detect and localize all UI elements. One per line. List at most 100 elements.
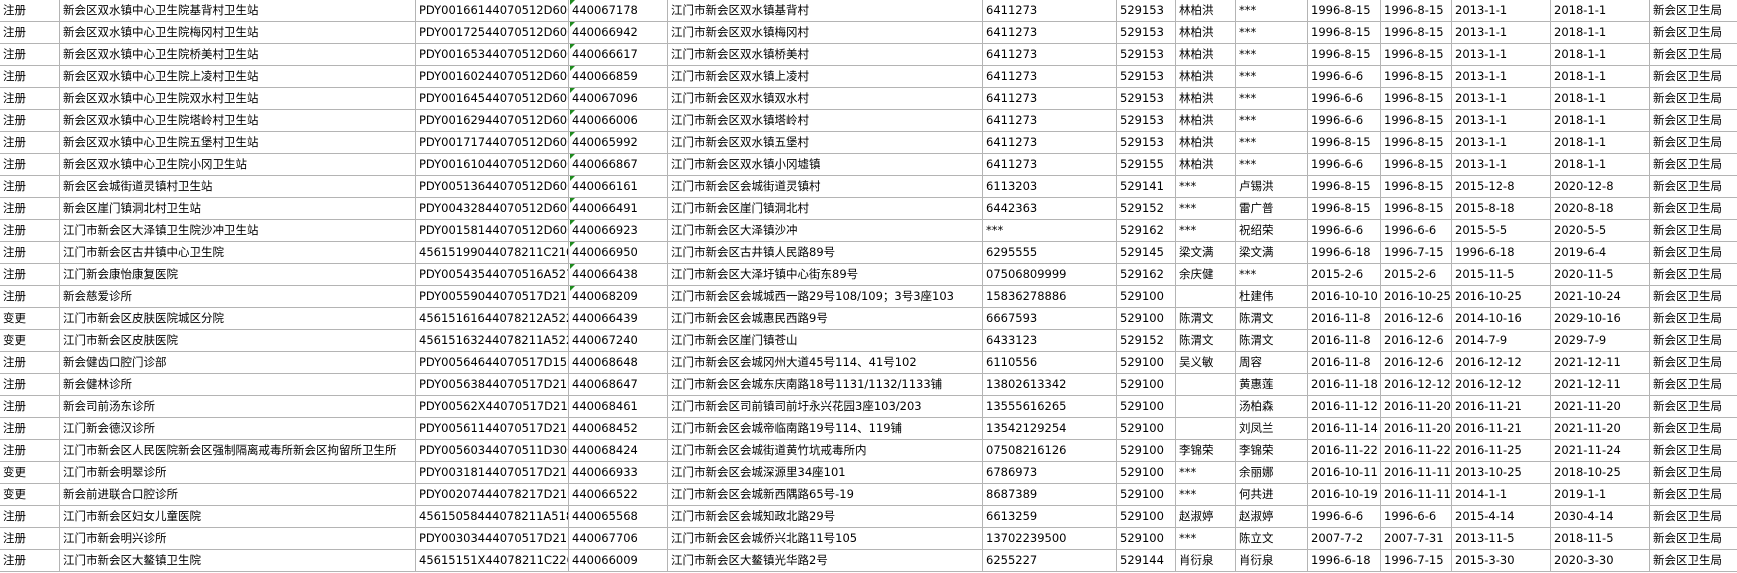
cell-change-type[interactable]: 注册 [0,242,60,263]
cell-legal-person[interactable]: *** [1176,198,1236,219]
cell-legal-person[interactable]: 陈渭文 [1176,330,1236,351]
cell-address[interactable]: 江门市新会区双水镇梅冈村 [668,22,983,43]
cell-valid-to[interactable]: 2021-12-11 [1551,352,1650,373]
cell-change-type[interactable]: 变更 [0,462,60,483]
cell-date-2[interactable]: 1996-7-15 [1381,242,1452,263]
cell-principal[interactable]: 陈渭文 [1236,308,1308,329]
cell-institution-name[interactable]: 江门市新会区大泽镇卫生院沙冲卫生站 [60,220,416,241]
cell-license-number[interactable]: 440068452 [569,418,668,439]
cell-issuing-authority[interactable]: 新会区卫生局 [1650,220,1737,241]
cell-valid-to[interactable]: 2019-1-1 [1551,484,1650,505]
cell-date-1[interactable]: 1996-8-15 [1308,22,1381,43]
cell-legal-person[interactable]: 林柏洪 [1176,0,1236,21]
cell-postal-code[interactable]: 529153 [1117,22,1176,43]
cell-issuing-authority[interactable]: 新会区卫生局 [1650,396,1737,417]
cell-issuing-authority[interactable]: 新会区卫生局 [1650,110,1737,131]
cell-date-2[interactable]: 1996-8-15 [1381,132,1452,153]
cell-registration-code[interactable]: 45615161644078212A5221 [416,308,569,329]
cell-date-2[interactable]: 1996-8-15 [1381,154,1452,175]
cell-institution-name[interactable]: 新会区双水镇中心卫生院小冈卫生站 [60,154,416,175]
cell-registration-code[interactable]: PDY00563844070517D2112 [416,374,569,395]
cell-change-type[interactable]: 变更 [0,308,60,329]
cell-change-type[interactable]: 注册 [0,154,60,175]
cell-address[interactable]: 江门市新会区双水镇五堡村 [668,132,983,153]
cell-address[interactable]: 江门市新会区大鳌镇光华路2号 [668,550,983,571]
cell-license-number[interactable]: 440067096 [569,88,668,109]
cell-registration-code[interactable]: PDY00318144070517D2112 [416,462,569,483]
cell-valid-to[interactable]: 2020-5-5 [1551,220,1650,241]
cell-phone[interactable]: 6433123 [983,330,1117,351]
cell-legal-person[interactable]: 林柏洪 [1176,154,1236,175]
cell-valid-from[interactable]: 2015-5-5 [1452,220,1551,241]
cell-address[interactable]: 江门市新会区会城街道黄竹坑戒毒所内 [668,440,983,461]
cell-institution-name[interactable]: 江门市新会区人民医院新会区强制隔离戒毒所新会区拘留所卫生所 [60,440,416,461]
cell-license-number[interactable]: 440068209 [569,286,668,307]
cell-postal-code[interactable]: 529100 [1117,484,1176,505]
cell-valid-to[interactable]: 2018-10-25 [1551,462,1650,483]
cell-license-number[interactable]: 440065992 [569,132,668,153]
cell-phone[interactable]: 6411273 [983,44,1117,65]
cell-legal-person[interactable]: 林柏洪 [1176,88,1236,109]
cell-address[interactable]: 江门市新会区会城惠民西路9号 [668,308,983,329]
cell-legal-person[interactable]: 赵淑婷 [1176,506,1236,527]
cell-issuing-authority[interactable]: 新会区卫生局 [1650,330,1737,351]
cell-postal-code[interactable]: 529100 [1117,462,1176,483]
cell-postal-code[interactable]: 529100 [1117,528,1176,549]
cell-date-1[interactable]: 1996-6-6 [1308,110,1381,131]
cell-principal[interactable]: 周容 [1236,352,1308,373]
cell-postal-code[interactable]: 529153 [1117,88,1176,109]
cell-registration-code[interactable]: PDY00207444078217D2152 [416,484,569,505]
cell-date-1[interactable]: 2016-11-8 [1308,308,1381,329]
cell-phone[interactable]: 13555616265 [983,396,1117,417]
cell-address[interactable]: 江门市新会区古井镇人民路89号 [668,242,983,263]
cell-change-type[interactable]: 注册 [0,0,60,21]
cell-address[interactable]: 江门市新会区双水镇桥美村 [668,44,983,65]
cell-postal-code[interactable]: 529152 [1117,198,1176,219]
cell-issuing-authority[interactable]: 新会区卫生局 [1650,66,1737,87]
cell-registration-code[interactable]: PDY00560344070511D3001 [416,440,569,461]
cell-date-2[interactable]: 1996-8-15 [1381,44,1452,65]
cell-change-type[interactable]: 注册 [0,418,60,439]
cell-postal-code[interactable]: 529153 [1117,132,1176,153]
cell-principal[interactable]: 黄惠莲 [1236,374,1308,395]
cell-date-1[interactable]: 1996-6-18 [1308,550,1381,571]
cell-issuing-authority[interactable]: 新会区卫生局 [1650,22,1737,43]
cell-phone[interactable]: 6786973 [983,462,1117,483]
cell-issuing-authority[interactable]: 新会区卫生局 [1650,0,1737,21]
cell-issuing-authority[interactable]: 新会区卫生局 [1650,286,1737,307]
cell-legal-person[interactable] [1176,396,1236,417]
cell-issuing-authority[interactable]: 新会区卫生局 [1650,88,1737,109]
cell-change-type[interactable]: 注册 [0,110,60,131]
cell-change-type[interactable]: 变更 [0,484,60,505]
cell-license-number[interactable]: 440066006 [569,110,668,131]
cell-valid-to[interactable]: 2018-1-1 [1551,22,1650,43]
cell-phone[interactable]: 6667593 [983,308,1117,329]
cell-change-type[interactable]: 注册 [0,264,60,285]
cell-change-type[interactable]: 注册 [0,66,60,87]
cell-license-number[interactable]: 440066491 [569,198,668,219]
cell-valid-from[interactable]: 2013-1-1 [1452,154,1551,175]
cell-license-number[interactable]: 440066933 [569,462,668,483]
cell-issuing-authority[interactable]: 新会区卫生局 [1650,176,1737,197]
cell-date-2[interactable]: 2015-2-6 [1381,264,1452,285]
cell-license-number[interactable]: 440066439 [569,308,668,329]
cell-date-2[interactable]: 1996-8-15 [1381,110,1452,131]
cell-change-type[interactable]: 注册 [0,506,60,527]
cell-date-1[interactable]: 1996-6-6 [1308,506,1381,527]
cell-institution-name[interactable]: 新会区双水镇中心卫生院基背村卫生站 [60,0,416,21]
cell-institution-name[interactable]: 江门市新会区大鳌镇卫生院 [60,550,416,571]
cell-valid-from[interactable]: 2016-11-21 [1452,418,1551,439]
cell-address[interactable]: 江门市新会区会城深源里34座101 [668,462,983,483]
cell-valid-from[interactable]: 2013-1-1 [1452,0,1551,21]
cell-postal-code[interactable]: 529162 [1117,220,1176,241]
cell-change-type[interactable]: 注册 [0,440,60,461]
cell-valid-from[interactable]: 2013-11-5 [1452,528,1551,549]
cell-postal-code[interactable]: 529145 [1117,242,1176,263]
cell-valid-to[interactable]: 2029-7-9 [1551,330,1650,351]
cell-institution-name[interactable]: 江门市新会区古井镇中心卫生院 [60,242,416,263]
cell-registration-code[interactable]: PDY00165344070512D6001 [416,44,569,65]
cell-license-number[interactable]: 440066942 [569,22,668,43]
cell-license-number[interactable]: 440067240 [569,330,668,351]
cell-address[interactable]: 江门市新会区双水镇基背村 [668,0,983,21]
cell-registration-code[interactable]: 45615163244078211A5221 [416,330,569,351]
